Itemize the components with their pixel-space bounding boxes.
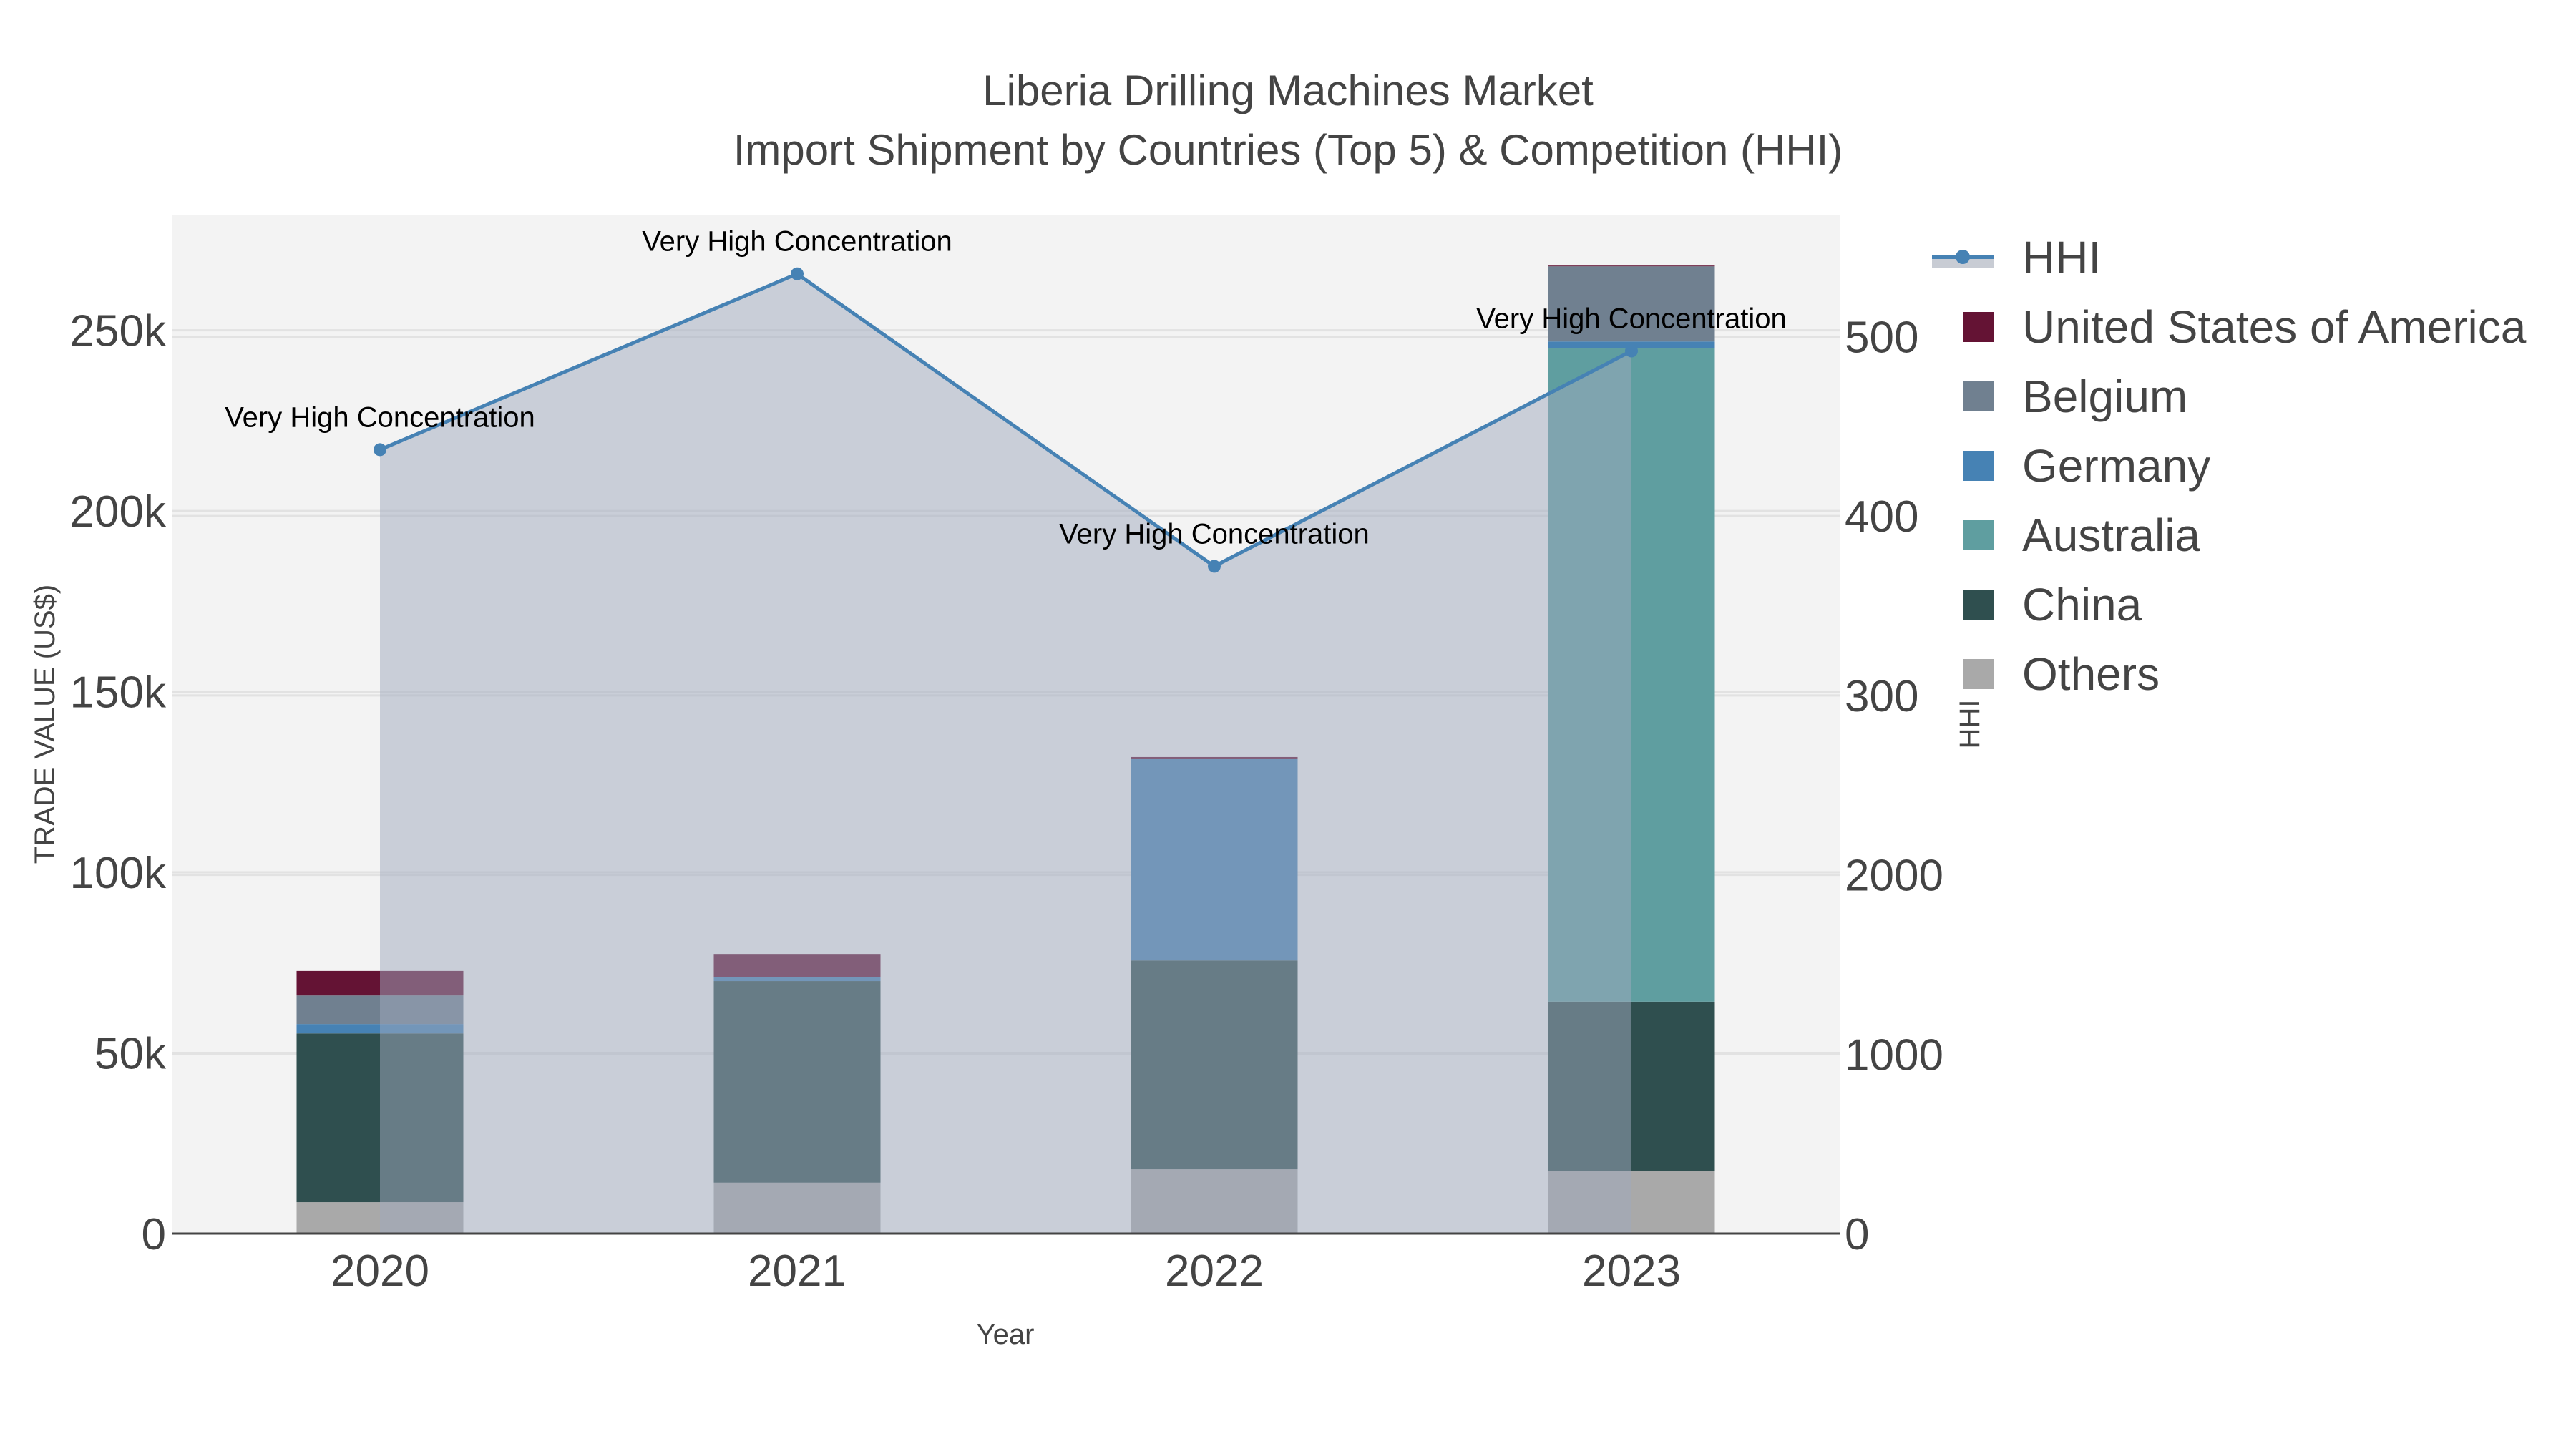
- legend-item-australia[interactable]: Australia: [1932, 507, 2200, 564]
- legend-label: Germany: [2022, 440, 2211, 492]
- hhi-annotation-2023: Very High Concentration: [1476, 303, 1787, 335]
- y2-axis-ticks: 0 1000 2000 300 400 500: [1845, 313, 1943, 1259]
- y2-tick-label: 300: [1845, 672, 1918, 721]
- x-tick-label-2023: 2023: [1582, 1246, 1681, 1296]
- y-tick-label: 100k: [70, 849, 167, 898]
- bar-segment-belgium-2023[interactable]: [1548, 266, 1715, 342]
- y-tick-label: 250k: [70, 307, 167, 356]
- hhi-marker-2022[interactable]: [1208, 560, 1221, 573]
- hhi-marker-2021[interactable]: [791, 267, 804, 280]
- legend-item-belgium[interactable]: Belgium: [1932, 368, 2187, 425]
- legend-item-others[interactable]: Others: [1932, 645, 2160, 703]
- chart-title-line-2: Import Shipment by Countries (Top 5) & C…: [733, 126, 1843, 174]
- hhi-annotation-2021: Very High Concentration: [642, 226, 952, 258]
- legend-label: Others: [2022, 648, 2160, 700]
- x-tick-label-2022: 2022: [1165, 1246, 1264, 1296]
- y2-tick-label: 1000: [1845, 1030, 1943, 1080]
- y-tick-label: 50k: [94, 1030, 167, 1079]
- legend-label: United States of America: [2022, 301, 2527, 353]
- hhi-polyline: [379, 271, 1633, 569]
- y2-tick-label: 500: [1845, 313, 1918, 362]
- x-tick-label-2021: 2021: [748, 1246, 847, 1296]
- legend-item-hhi[interactable]: HHI: [1932, 229, 2101, 286]
- legend-label: HHI: [2022, 232, 2102, 283]
- color-swatch-icon: [1963, 451, 1994, 481]
- y2-tick-label: 2000: [1845, 852, 1943, 901]
- bar-segment-united-states-of-america-2023[interactable]: [1548, 265, 1715, 267]
- x-axis-title: Year: [977, 1319, 1035, 1350]
- color-swatch-icon: [1963, 659, 1994, 689]
- hhi-line: [374, 267, 1638, 573]
- color-swatch-icon: [1963, 381, 1994, 411]
- x-tick-label-2020: 2020: [331, 1246, 429, 1296]
- legend-item-china[interactable]: China: [1932, 576, 2142, 633]
- legend-label: Belgium: [2022, 371, 2188, 422]
- y2-tick-label: 400: [1845, 492, 1918, 542]
- hhi-marker-2023[interactable]: [1625, 344, 1638, 358]
- hhi-marker-2020[interactable]: [374, 443, 386, 457]
- color-swatch-icon: [1963, 520, 1994, 550]
- legend-item-united-states-of-america[interactable]: United States of America: [1932, 298, 2526, 356]
- y2-tick-label: 0: [1845, 1210, 1869, 1259]
- y-tick-label: 200k: [70, 487, 167, 537]
- color-swatch-icon: [1963, 312, 1994, 342]
- hhi-annotation-2020: Very High Concentration: [225, 401, 535, 433]
- y2-axis-title: HHI: [1954, 700, 1986, 749]
- chart-title-line-1: Liberia Drilling Machines Market: [982, 67, 1594, 114]
- y-axis-ticks: 0 50k 100k 150k 200k 250k: [70, 307, 167, 1259]
- legend-label: Australia: [2022, 509, 2200, 561]
- line-marker-icon: [1932, 243, 1994, 273]
- y-tick-label: 0: [142, 1210, 166, 1259]
- annotations: Very High Concentration Very High Concent…: [225, 226, 1787, 550]
- y-axis-title: TRADE VALUE (US$): [29, 585, 61, 864]
- legend-label: China: [2022, 579, 2142, 630]
- x-axis-ticks: 2020 2021 2022 2023: [331, 1246, 1681, 1296]
- color-swatch-icon: [1963, 590, 1994, 620]
- legend-item-germany[interactable]: Germany: [1932, 437, 2210, 494]
- y-tick-label: 150k: [70, 668, 167, 718]
- hhi-annotation-2022: Very High Concentration: [1059, 518, 1370, 550]
